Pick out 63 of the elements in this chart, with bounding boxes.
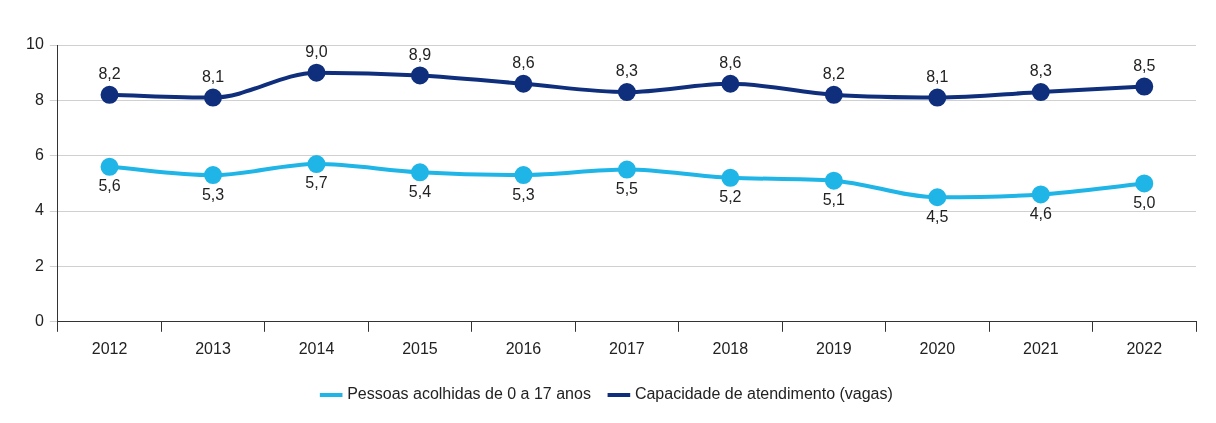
data-label: 8,3 (1029, 62, 1053, 80)
data-label: 8,6 (719, 54, 742, 72)
data-label: 8,2 (822, 65, 846, 83)
x-tick-label: 2019 (816, 339, 852, 357)
data-label: 5,6 (98, 177, 121, 195)
x-tick-label: 2022 (1126, 339, 1163, 357)
data-label: 5,7 (305, 174, 328, 192)
point (100, 85, 119, 104)
point (928, 188, 947, 207)
point (514, 74, 533, 93)
x-tick-label: 2015 (402, 339, 438, 357)
point (617, 83, 636, 102)
data-label: 4,6 (1029, 204, 1053, 222)
point (721, 74, 740, 93)
data-label: 9,0 (305, 43, 328, 61)
point (824, 171, 843, 190)
data-label: 8,5 (1133, 56, 1156, 74)
x-tick-label: 2016 (505, 339, 542, 357)
point (307, 155, 326, 174)
data-label: 8,3 (615, 62, 639, 80)
data-label: 8,6 (512, 54, 535, 72)
point (617, 160, 636, 179)
data-label: 8,1 (201, 68, 225, 85)
y-tick-label: 0 (34, 312, 44, 330)
data-label: 5,4 (408, 182, 432, 200)
point (824, 85, 843, 104)
x-tick-label: 2017 (609, 339, 645, 357)
point (307, 63, 326, 82)
point (928, 88, 947, 107)
y-tick-label: 6 (34, 146, 44, 164)
data-label: 8,9 (408, 45, 432, 63)
x-tick-label: 2013 (195, 339, 231, 357)
point (514, 166, 533, 185)
point (204, 88, 223, 107)
point (204, 166, 223, 185)
data-label: 5,0 (1133, 193, 1156, 211)
point (410, 66, 429, 85)
y-tick-label: 2 (34, 256, 44, 274)
data-label: 5,3 (512, 185, 535, 203)
legend-label: Capacidade de atendimento (vagas) (634, 385, 893, 403)
x-tick-label: 2018 (712, 339, 749, 357)
data-label: 5,2 (719, 188, 742, 206)
point (100, 157, 119, 176)
legend-label: Pessoas acolhidas de 0 a 17 anos (347, 385, 591, 403)
point (1031, 185, 1050, 204)
y-tick-label: 4 (34, 201, 44, 219)
data-label: 8,1 (926, 68, 949, 85)
x-tick-label: 2012 (91, 339, 128, 357)
data-label: 4,5 (926, 207, 949, 225)
x-tick-label: 2021 (1022, 339, 1059, 357)
data-label: 8,2 (98, 65, 121, 83)
point (1031, 83, 1050, 102)
data-label: 5,1 (822, 191, 846, 209)
y-tick-label: 8 (34, 90, 44, 108)
point (1135, 174, 1154, 193)
point (410, 163, 429, 182)
x-tick-label: 2014 (298, 339, 335, 357)
point (721, 168, 740, 187)
data-label: 5,5 (615, 179, 639, 197)
x-tick-label: 2020 (919, 339, 956, 357)
data-label: 5,3 (201, 185, 225, 203)
point (1135, 77, 1154, 96)
y-tick-label: 10 (26, 35, 44, 53)
